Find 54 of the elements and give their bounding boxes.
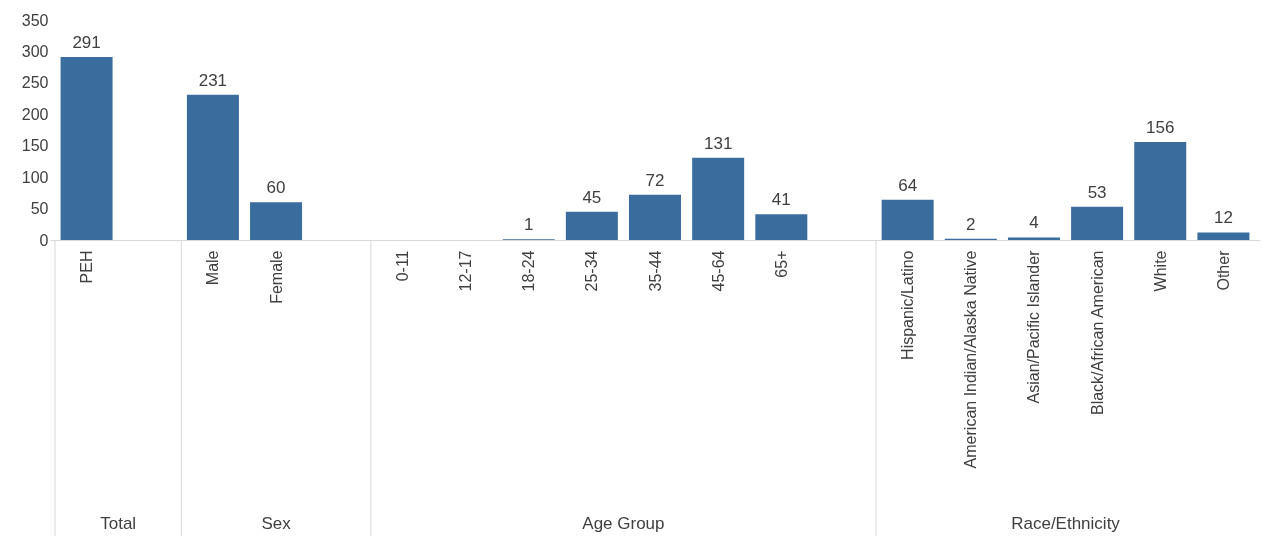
x-tick-label: 0-11	[393, 250, 411, 282]
data-label: 4	[1029, 213, 1039, 233]
data-label: 45	[582, 187, 602, 207]
data-label: 131	[703, 133, 733, 153]
data-label: 156	[1146, 117, 1175, 137]
bar	[186, 94, 239, 240]
x-tick-label: Asian/Pacific Islander	[1025, 249, 1043, 404]
x-tick-label: American Indian/Alaska Native	[962, 250, 980, 469]
x-tick-label: Other	[1214, 249, 1232, 291]
y-tick-label: 50	[30, 200, 49, 218]
bar	[692, 157, 745, 240]
bar	[250, 202, 303, 240]
x-tick-label: Female	[267, 250, 285, 304]
x-tick-label: Black/African American	[1088, 250, 1106, 416]
bar	[1197, 232, 1250, 240]
data-label: 1	[523, 215, 534, 235]
data-label: 12	[1213, 208, 1233, 228]
x-tick-label: 18-24	[520, 250, 538, 292]
bar	[755, 214, 808, 240]
y-tick-label: 200	[21, 105, 49, 123]
data-label: 60	[266, 178, 286, 198]
data-label: 2	[966, 214, 976, 234]
y-tick-label: 100	[21, 168, 49, 186]
text: Sex	[261, 514, 292, 533]
data-label: 231	[198, 70, 228, 90]
y-tick-label: 0	[39, 231, 49, 249]
bar	[565, 211, 618, 240]
bar	[60, 57, 113, 240]
x-tick-label: Male	[204, 250, 222, 286]
data-label: 41	[771, 190, 791, 210]
x-tick-label: 65+	[772, 250, 790, 278]
x-tick-label: 35-44	[646, 250, 664, 292]
text: Age Group	[582, 514, 665, 533]
y-tick-label: 250	[21, 74, 49, 92]
bar	[1007, 237, 1060, 240]
x-tick-label: Hispanic/Latino	[899, 250, 917, 360]
y-tick-label: 300	[21, 42, 49, 60]
x-tick-label: 12-17	[457, 250, 475, 292]
data-label: 64	[898, 175, 918, 195]
x-tick-label: White	[1151, 250, 1169, 292]
x-tick-label: 25-34	[583, 250, 601, 292]
data-label: 291	[72, 33, 101, 53]
y-tick-label: 350	[21, 11, 49, 29]
x-tick-label: 45-64	[709, 250, 727, 292]
text: Race/Ethnicity	[1011, 514, 1121, 533]
bar	[1134, 141, 1187, 240]
bar	[1071, 206, 1124, 240]
data-label: 72	[645, 170, 665, 190]
bar	[629, 194, 681, 240]
data-label: 53	[1087, 182, 1107, 202]
x-tick-label: PEH	[78, 250, 96, 284]
bar	[881, 199, 934, 240]
text: Total	[100, 514, 137, 533]
y-tick-label: 150	[21, 137, 49, 155]
